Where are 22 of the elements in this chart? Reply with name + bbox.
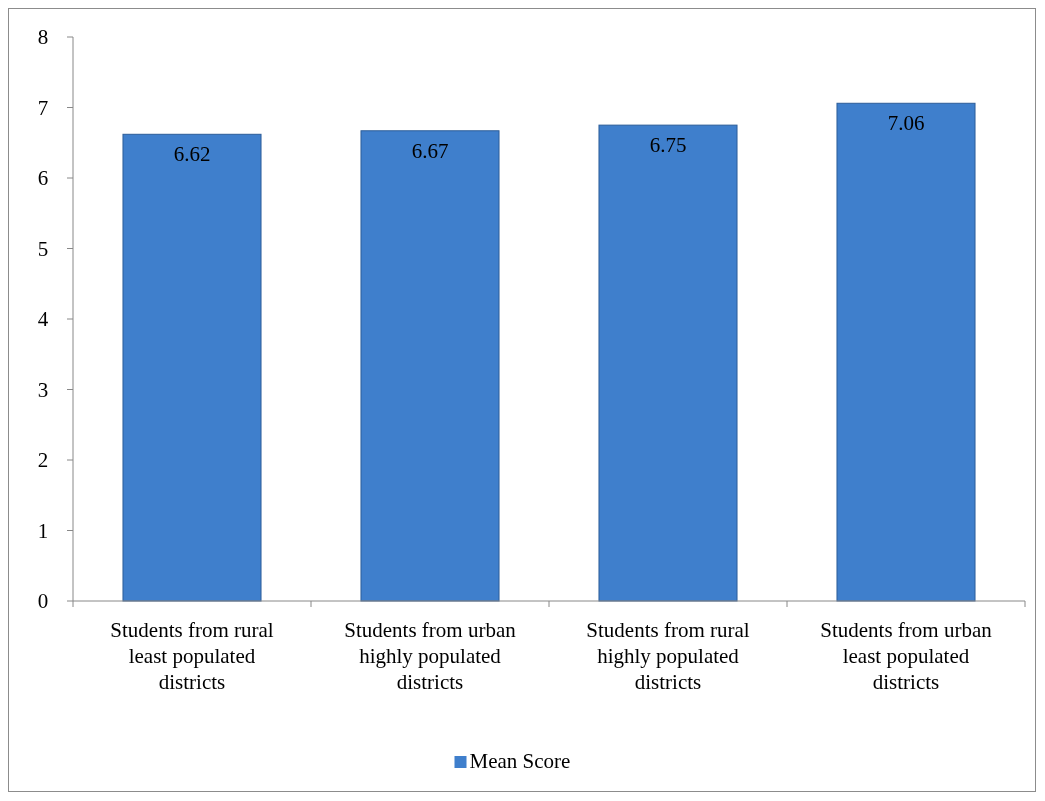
data-label: 6.67 [411, 138, 449, 163]
x-tick-label: Students from urban least populated districts [820, 618, 993, 694]
data-label: 6.62 [173, 142, 211, 167]
y-tick-label: 7 [37, 95, 49, 120]
bar [360, 130, 500, 602]
y-tick-label: 5 [37, 236, 49, 261]
bar [598, 124, 738, 602]
y-tick-label: 4 [37, 307, 49, 332]
y-tick-label: 6 [37, 166, 49, 191]
y-tick-label: 8 [37, 25, 49, 50]
x-tick-label: Students from rural least populated districts [110, 618, 274, 694]
data-label: 7.06 [887, 111, 925, 136]
data-label: 6.75 [649, 133, 687, 158]
bar [836, 102, 976, 602]
y-tick-label: 1 [37, 518, 49, 543]
x-tick-label: Students from urban highly populated districts [344, 618, 517, 694]
y-tick-label: 0 [37, 589, 49, 614]
bar [122, 133, 262, 602]
y-tick-label: 2 [37, 448, 49, 473]
x-tick-label: Students from rural highly populated districts [586, 618, 750, 694]
y-tick-label: 3 [37, 377, 49, 402]
legend-label: Mean Score [469, 749, 571, 773]
